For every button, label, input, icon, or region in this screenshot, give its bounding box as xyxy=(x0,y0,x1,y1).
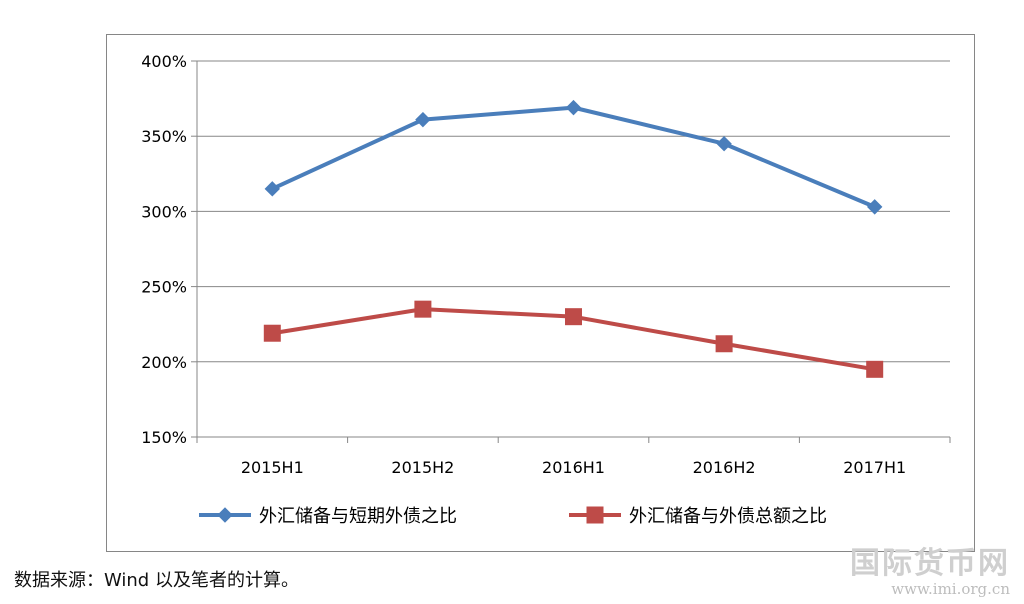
data-point xyxy=(565,99,582,116)
data-point xyxy=(866,199,883,215)
legend-marker xyxy=(586,506,604,524)
y-tick-label: 200% xyxy=(141,353,187,372)
x-tick-label: 2016H2 xyxy=(693,458,756,477)
y-tick-label: 250% xyxy=(141,278,187,297)
chart-title xyxy=(0,10,1024,24)
data-point xyxy=(415,111,431,128)
legend-label: 外汇储备与外债总额之比 xyxy=(629,506,827,527)
x-tick-label: 2017H1 xyxy=(843,458,906,477)
legend-label: 外汇储备与短期外债之比 xyxy=(259,506,457,527)
data-point xyxy=(866,360,884,378)
legend-marker xyxy=(217,507,233,523)
watermark-title: 国际货币网 xyxy=(850,546,1010,581)
y-tick-label: 400% xyxy=(141,52,187,71)
line-chart: 150% 200% 250% 300% 350% 400% 2015H1 2015H2 2016… xyxy=(141,52,951,527)
chart-frame: 150% 200% 250% 300% 350% 400% 2015H1 2015H2 2016… xyxy=(106,34,975,552)
data-point xyxy=(715,335,733,353)
data-point xyxy=(414,300,432,318)
source-note: 数据来源：Wind 以及笔者的计算。 xyxy=(14,570,299,591)
y-tick-label: 150% xyxy=(141,428,187,447)
data-point xyxy=(565,308,582,326)
x-tick-label: 2015H1 xyxy=(241,458,304,477)
y-tick-label: 300% xyxy=(141,202,187,221)
x-tick-label: 2015H2 xyxy=(391,458,454,477)
y-tick-label: 350% xyxy=(141,127,187,146)
watermark-logo: 国际货币网 www.imi.org.cn xyxy=(850,538,1010,598)
data-point xyxy=(716,136,732,152)
watermark-url: www.imi.org.cn xyxy=(891,580,1010,598)
x-tick-label: 2016H1 xyxy=(542,458,605,477)
data-point xyxy=(263,324,281,342)
data-point xyxy=(264,181,281,197)
series-line-1 xyxy=(270,105,877,209)
